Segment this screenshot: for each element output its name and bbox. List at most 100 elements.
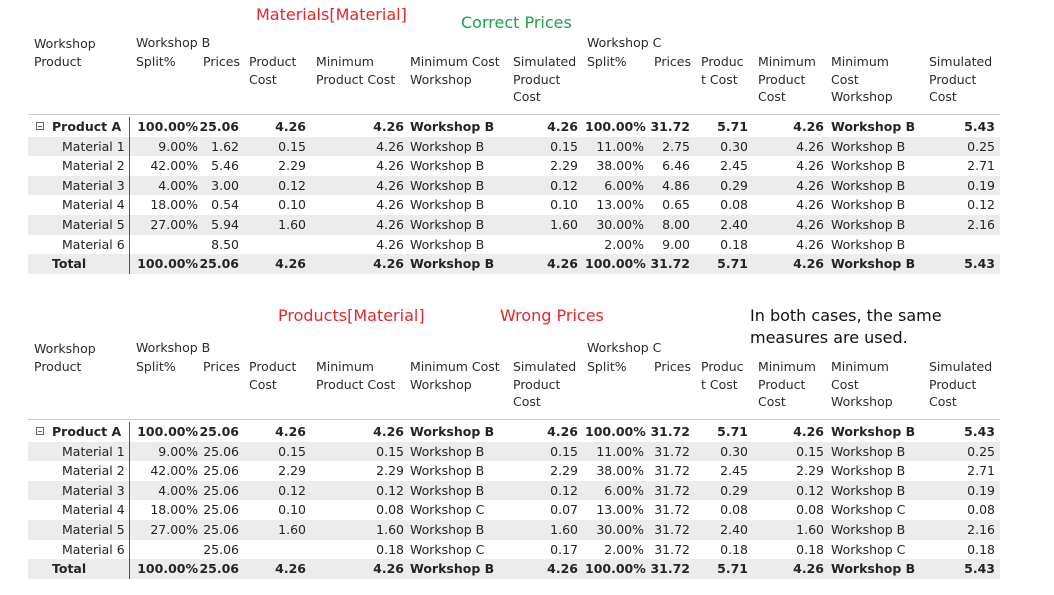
product-cost-b-header-line: Product	[249, 54, 297, 69]
product-cost-c-header: Produc t Cost	[701, 53, 744, 88]
min-cost-workshop-c-cell: Workshop B	[831, 158, 906, 174]
product-cost-c-header-line: t Cost	[701, 71, 738, 87]
prices-b-cell: 5.94	[211, 216, 239, 232]
sim-product-cost-b-header-line: Simulated	[513, 359, 577, 374]
row-label[interactable]: Material 1	[62, 138, 125, 154]
bottom-matrix: Workshop B Workshop C Workshop Product Split…	[0, 305, 1054, 595]
min-product-cost-b-header: Minimum Product Cost	[316, 53, 395, 88]
split-b-cell: 100.00%	[137, 561, 198, 577]
total-row: Total 100.00% 25.06 4.26 4.26 Workshop B 4.26 1…	[28, 559, 1000, 579]
split-b-header: Split%	[136, 359, 176, 374]
prices-b-cell: 8.50	[211, 236, 239, 252]
min-product-cost-b-cell: 4.26	[373, 561, 404, 577]
row-label[interactable]: Total	[52, 256, 87, 272]
sim-product-cost-c-header-line: Cost	[929, 394, 957, 409]
row-label[interactable]: Material 5	[62, 216, 125, 232]
min-product-cost-b-header-line: Product Cost	[316, 71, 396, 87]
row-label[interactable]: Material 4	[62, 502, 125, 518]
min-cost-workshop-c-cell: Workshop B	[831, 216, 906, 232]
row-label[interactable]: Material 2	[62, 463, 125, 479]
sim-product-cost-c-cell: 5.43	[964, 119, 995, 134]
product-cost-c-cell: 0.29	[720, 177, 748, 193]
workshop-c-header: Workshop C	[587, 35, 662, 50]
min-product-cost-c-header-line: Cost	[758, 394, 786, 409]
product-cost-c-cell: 2.45	[720, 158, 748, 174]
row-header: Workshop Product	[34, 35, 96, 70]
sim-product-cost-b-cell: 0.17	[550, 541, 578, 557]
material-row: Material 4 18.00% 0.54 0.10 4.26 Workshop B 0.…	[28, 195, 1000, 215]
prices-b-cell: 25.06	[199, 561, 239, 577]
row-header-divider	[129, 117, 130, 274]
prices-b-cell: 25.06	[203, 521, 239, 537]
row-label[interactable]: Material 6	[62, 236, 125, 252]
row-label[interactable]: Material 3	[62, 177, 125, 193]
sim-product-cost-b-cell: 4.26	[547, 119, 578, 134]
split-b-cell: 100.00%	[137, 424, 198, 439]
sim-product-cost-b-cell: 0.10	[550, 197, 578, 213]
min-cost-workshop-b-cell: Workshop B	[410, 138, 485, 154]
split-b-cell: 9.00%	[158, 138, 198, 154]
split-c-cell: 100.00%	[585, 424, 646, 439]
split-c-cell: 30.00%	[596, 521, 644, 537]
sim-product-cost-c-cell: 2.16	[967, 216, 995, 232]
product-cost-b-cell: 0.12	[278, 177, 306, 193]
collapse-icon[interactable]	[36, 427, 44, 435]
product-cost-b-cell: 0.15	[278, 138, 306, 154]
row-label[interactable]: Material 1	[62, 443, 125, 459]
min-cost-workshop-b-cell: Workshop B	[410, 256, 495, 272]
min-cost-workshop-c-cell: Workshop B	[831, 521, 906, 537]
min-cost-workshop-b-cell: Workshop C	[410, 541, 485, 557]
sim-product-cost-c-cell: 0.19	[967, 177, 995, 193]
prices-c-header: Prices	[654, 359, 692, 374]
min-cost-workshop-c-header: Minimum Cost Workshop	[831, 53, 893, 106]
min-product-cost-c-header: Minimum Product Cost	[758, 358, 816, 411]
min-cost-workshop-c-header-line: Workshop	[831, 89, 893, 104]
product-cost-c-cell: 0.30	[720, 138, 748, 154]
row-label[interactable]: Product A	[52, 119, 122, 134]
min-product-cost-c-cell: 4.26	[796, 138, 824, 154]
product-cost-b-cell: 0.12	[278, 482, 306, 498]
product-cost-c-header-line: Produc	[701, 54, 744, 69]
min-product-cost-b-cell: 0.15	[376, 443, 404, 459]
min-product-cost-c-cell: 4.26	[793, 119, 824, 134]
row-label[interactable]: Material 2	[62, 158, 125, 174]
sim-product-cost-c-cell: 2.16	[967, 521, 995, 537]
split-b-cell: 27.00%	[150, 216, 198, 232]
product-cost-c-cell: 5.71	[717, 561, 748, 577]
prices-b-cell: 0.54	[211, 197, 239, 213]
workshop-b-header: Workshop B	[136, 35, 211, 50]
product-cost-c-cell: 2.45	[720, 463, 748, 479]
sim-product-cost-b-cell: 0.12	[550, 482, 578, 498]
min-cost-workshop-b-header: Minimum Cost Workshop	[410, 358, 500, 393]
prices-c-cell: 6.46	[662, 158, 690, 174]
min-product-cost-c-cell: 4.26	[796, 177, 824, 193]
sim-product-cost-b-header-line: Cost	[513, 394, 541, 409]
product-cost-b-header: Product Cost	[249, 358, 296, 393]
sim-product-cost-b-cell: 4.26	[547, 256, 578, 272]
min-cost-workshop-b-cell: Workshop B	[410, 482, 485, 498]
material-row: Material 4 18.00% 25.06 0.10 0.08 Workshop C 0…	[28, 500, 1000, 520]
sim-product-cost-b-cell: 2.29	[550, 158, 578, 174]
bottom-source-label: Products[Material]	[278, 306, 425, 325]
min-cost-workshop-b-cell: Workshop B	[410, 216, 485, 232]
min-cost-workshop-c-cell: Workshop B	[831, 197, 906, 213]
prices-c-cell: 0.65	[662, 197, 690, 213]
bottom-status-label: Wrong Prices	[500, 306, 604, 325]
material-row: Material 1 9.00% 1.62 0.15 4.26 Workshop B 0.1…	[28, 136, 1000, 157]
sim-product-cost-b-header-line: Product	[513, 71, 561, 87]
min-cost-workshop-b-cell: Workshop B	[410, 424, 495, 439]
row-label[interactable]: Material 4	[62, 197, 125, 213]
row-label[interactable]: Material 6	[62, 541, 125, 557]
min-product-cost-b-cell: 4.26	[376, 236, 404, 252]
product-cost-c-cell: 0.29	[720, 482, 748, 498]
min-product-cost-b-header-line: Product Cost	[316, 376, 396, 392]
collapse-icon[interactable]	[36, 122, 44, 130]
header-divider	[28, 419, 1000, 420]
row-label[interactable]: Material 3	[62, 482, 125, 498]
row-label[interactable]: Total	[52, 561, 87, 577]
row-label[interactable]: Product A	[52, 424, 122, 439]
row-label[interactable]: Material 5	[62, 521, 125, 537]
row-header: Workshop Product	[34, 340, 96, 375]
prices-b-cell: 25.06	[199, 256, 239, 272]
